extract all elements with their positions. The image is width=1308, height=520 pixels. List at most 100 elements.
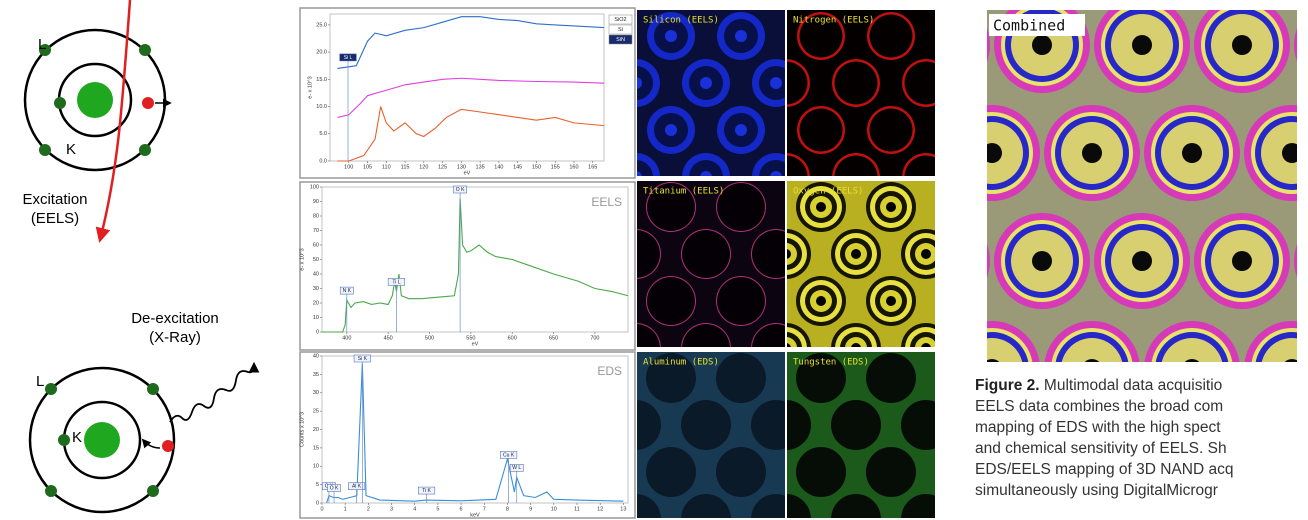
x-tick-label: 140 (494, 164, 503, 170)
x-axis-label: eV (472, 341, 479, 347)
x-tick-label: 1 (344, 506, 347, 512)
y-tick-label: 0 (316, 329, 319, 335)
element-map: Nitrogen (EELS) (762, 10, 950, 201)
annotation-label: N K (343, 288, 352, 294)
y-tick-label: 0 (316, 500, 319, 506)
x-tick-label: 6 (460, 506, 463, 512)
xray-arrow (170, 364, 254, 422)
x-tick-label: 125 (438, 164, 447, 170)
relaxing-electron (162, 440, 174, 452)
map-feature (1082, 359, 1102, 379)
x-tick-label: 11 (574, 506, 580, 512)
map-feature (716, 447, 766, 497)
shell-label: L (38, 36, 46, 53)
map-feature (1282, 359, 1302, 379)
process-label: Excitation (22, 191, 87, 208)
map-feature (982, 359, 1002, 379)
caption-text: EELS data combines the broad com (975, 398, 1223, 415)
x-tick-label: 120 (419, 164, 428, 170)
legend-label: SiO2 (614, 17, 626, 23)
x-tick-label: 400 (342, 335, 351, 341)
map-feature (1232, 251, 1252, 271)
x-tick-label: 12 (597, 506, 603, 512)
map-feature (1301, 220, 1308, 302)
map-feature (870, 15, 913, 58)
map-feature (647, 277, 695, 325)
map-feature (886, 202, 896, 212)
map-feature (905, 62, 948, 105)
spectrum-panel: 0102030405060708090100400450500550600650… (299, 182, 635, 350)
caption-title: Figure 2. (975, 377, 1040, 394)
excited-electron (142, 97, 154, 109)
y-tick-label: 20 (313, 300, 319, 306)
y-tick-label: 30 (313, 286, 319, 292)
map-feature (1301, 4, 1308, 86)
y-tick-label: 10 (313, 464, 319, 470)
caption-line: Figure 2. Multimodal data acquisitio (975, 377, 1222, 394)
y-tick-label: 0.0 (319, 158, 327, 164)
map-feature (921, 343, 931, 353)
x-tick-label: 13 (620, 506, 626, 512)
element-map: Oxygen (EELS) (761, 181, 951, 373)
y-tick-label: 50 (313, 257, 319, 263)
x-tick-label: 3 (390, 506, 393, 512)
y-tick-label: 40 (313, 353, 319, 359)
x-tick-label: 135 (476, 164, 485, 170)
annotation-label: W L (512, 465, 521, 471)
x-tick-label: 0 (320, 506, 323, 512)
combined-map: Combined (894, 0, 1308, 417)
map-feature (770, 77, 782, 89)
panel-label: EDS (597, 364, 622, 378)
map-feature (1282, 143, 1302, 163)
annotation-label: O K (330, 485, 339, 491)
map-feature (835, 62, 878, 105)
y-tick-label: 10.0 (316, 104, 327, 110)
y-tick-label: 35 (313, 372, 319, 378)
panel-label: EELS (591, 195, 622, 209)
map-feature (646, 447, 696, 497)
map-feature (716, 353, 766, 403)
nucleus (77, 82, 113, 118)
map-feature (886, 296, 896, 306)
map-feature (681, 400, 731, 450)
y-tick-label: 20.0 (316, 50, 327, 56)
map-feature (831, 400, 881, 450)
relaxation-arrow (143, 440, 160, 448)
y-tick-label: 20 (313, 427, 319, 433)
x-axis-label: eV (464, 170, 471, 176)
caption-line: EDS/EELS mapping of 3D NAND acq (975, 461, 1233, 478)
y-tick-label: 25 (313, 409, 319, 415)
process-label: (X-Ray) (149, 329, 201, 346)
annotation-label: Ti K (422, 488, 431, 494)
y-tick-label: 90 (313, 199, 319, 205)
map-feature (735, 124, 747, 136)
map-feature (816, 296, 826, 306)
nucleus (84, 422, 120, 458)
x-tick-label: 150 (532, 164, 541, 170)
caption-text: mapping of EDS with the high spect (975, 419, 1221, 436)
x-tick-label: 105 (363, 164, 372, 170)
annotation-label: Cu K (503, 452, 515, 458)
y-tick-label: 25.0 (316, 22, 327, 28)
map-label: Aluminum (EDS) (643, 358, 719, 368)
shell-label: K (72, 429, 82, 446)
map-label: Oxygen (EELS) (793, 187, 863, 197)
caption-text: EDS/EELS mapping of 3D NAND acq (975, 461, 1233, 478)
x-tick-label: 8 (506, 506, 509, 512)
map-feature (1132, 35, 1152, 55)
x-tick-label: 7 (483, 506, 486, 512)
y-tick-label: 5.0 (319, 131, 327, 137)
atom-excitation: L K Excitation (EELS) (22, 0, 170, 240)
map-feature (851, 343, 861, 353)
map-feature (665, 30, 677, 42)
x-tick-label: 10 (551, 506, 557, 512)
panel-frame (300, 182, 635, 350)
y-tick-label: 100 (310, 184, 319, 190)
annotation-label: Ti L (392, 279, 400, 285)
map-feature (982, 143, 1002, 163)
map-feature (800, 109, 843, 152)
annotation-label: O K (456, 187, 465, 193)
x-axis-label: keV (470, 512, 480, 518)
